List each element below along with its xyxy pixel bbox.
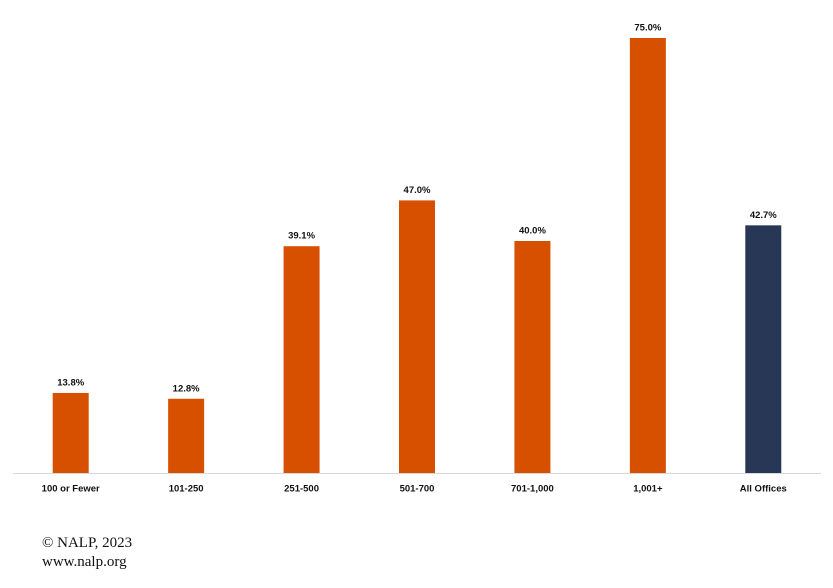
bar xyxy=(745,225,782,473)
x-tick-label: All Offices xyxy=(740,484,787,495)
bar xyxy=(399,200,435,473)
value-label: 47.0% xyxy=(404,185,431,196)
x-tick-label: 501-700 xyxy=(400,484,435,495)
x-tick-label: 251-500 xyxy=(284,484,319,495)
copyright-note: © NALP, 2023 xyxy=(42,535,132,551)
value-label: 75.0% xyxy=(634,23,661,34)
value-label: 12.8% xyxy=(173,383,200,394)
bar xyxy=(629,38,666,473)
value-label: 39.1% xyxy=(288,231,315,242)
bar xyxy=(283,246,320,473)
website-note: www.nalp.org xyxy=(42,554,127,570)
bar xyxy=(168,398,205,473)
x-tick-label: 701-1,000 xyxy=(511,484,554,495)
value-label: 42.7% xyxy=(750,210,777,221)
value-label: 40.0% xyxy=(519,226,546,237)
bar xyxy=(514,241,551,473)
x-tick-label: 1,001+ xyxy=(633,484,663,495)
bar xyxy=(52,392,89,473)
x-tick-label: 101-250 xyxy=(169,484,204,495)
x-tick-label: 100 or Fewer xyxy=(42,484,100,495)
value-label: 13.8% xyxy=(57,377,84,388)
